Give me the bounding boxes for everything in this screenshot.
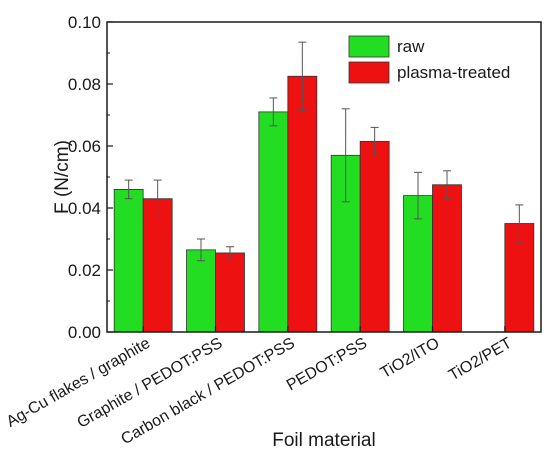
error-bar-plasma-treated-tio2-pet — [515, 204, 524, 243]
error-bar-raw-ag-cu-flakes-graphite — [124, 179, 133, 200]
bar-plasma-treated-carbon-black-pedot-pss — [287, 75, 318, 333]
error-bar-plasma-treated-tio2-ito — [443, 170, 451, 200]
bar-raw-graphite-pedot-pss — [186, 249, 216, 333]
y-axis: 0.00 0.02 0.04 0.06 0.08 0.10 — [68, 13, 113, 342]
error-bar-plasma-treated-carbon-black-pedot-pss — [298, 41, 307, 111]
bar-raw-carbon-black-pedot-pss — [258, 111, 289, 333]
y-tick-label: 0.10 — [68, 13, 101, 32]
legend-label-raw: raw — [397, 37, 425, 56]
bar-raw-ag-cu-flakes-graphite — [113, 188, 144, 333]
error-bar-raw-pedot-pss — [341, 108, 350, 203]
x-tick-label-tio2-pet: TiO2/PET — [446, 335, 515, 385]
legend-label-plasma-treated: plasma-treated — [397, 63, 510, 82]
legend: raw plasma-treated — [348, 35, 510, 84]
y-tick-label: 0.08 — [68, 75, 101, 94]
y-tick-label: 0.02 — [68, 261, 101, 280]
y-axis-title: F (N/cm) — [52, 140, 73, 214]
bars-layer — [113, 75, 535, 333]
x-tick-label-tio2-ito: TiO2/ITO — [378, 335, 443, 382]
error-bar-raw-graphite-pedot-pss — [197, 238, 205, 262]
y-tick-label: 0.00 — [68, 323, 101, 342]
bar-plasma-treated-pedot-pss — [359, 140, 390, 333]
error-bar-plasma-treated-pedot-pss — [370, 126, 379, 156]
error-bars-layer — [124, 41, 524, 262]
error-bar-raw-carbon-black-pedot-pss — [269, 97, 278, 127]
error-bar-plasma-treated-graphite-pedot-pss — [226, 246, 234, 260]
x-tick-label-pedot-pss: PEDOT:PSS — [284, 335, 370, 395]
error-bar-raw-tio2-ito — [414, 171, 422, 220]
legend-swatch-plasma-treated — [348, 61, 390, 84]
x-axis-title: Foil material — [272, 430, 375, 451]
bar-plasma-treated-graphite-pedot-pss — [215, 252, 245, 333]
error-bar-plasma-treated-ag-cu-flakes-graphite — [153, 179, 162, 218]
y-tick-label: 0.04 — [68, 199, 101, 218]
legend-swatch-raw — [348, 35, 390, 58]
bar-plasma-treated-ag-cu-flakes-graphite — [142, 198, 173, 333]
y-tick-label: 0.06 — [68, 137, 101, 156]
bar-plasma-treated-tio2-ito — [432, 184, 462, 333]
